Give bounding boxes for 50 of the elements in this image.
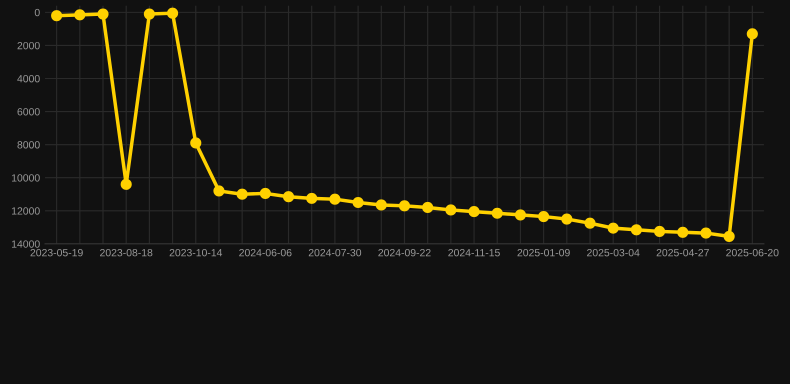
point [746, 28, 758, 40]
point [190, 137, 202, 149]
point [329, 194, 340, 205]
x-tick-label: 2024-09-22 [378, 248, 431, 256]
y-tick-label: 12000 [12, 207, 40, 215]
point [445, 204, 456, 216]
x-tick-label: 2025-03-04 [587, 248, 640, 256]
y-tick-label: 0 [34, 8, 40, 16]
point [492, 208, 503, 219]
point [538, 211, 550, 222]
point [236, 188, 248, 200]
x-tick-label: 2023-10-14 [170, 248, 222, 256]
y-tick-label: 10000 [12, 174, 40, 182]
y-tick-label: 6000 [18, 108, 40, 116]
point [352, 196, 364, 208]
x-tick-label: 2025-01-09 [518, 248, 570, 256]
point [376, 199, 387, 211]
point [282, 191, 294, 202]
point [422, 202, 434, 214]
y-tick-label: 2000 [18, 42, 40, 50]
point [74, 9, 86, 20]
point [724, 230, 735, 242]
point [608, 222, 619, 234]
point [120, 178, 132, 190]
point [561, 213, 572, 225]
point [398, 200, 410, 212]
x-tick-label: 2024-11-15 [448, 248, 500, 256]
x-tick-label: 2023-08-18 [100, 248, 152, 256]
point [97, 8, 109, 20]
point [630, 224, 642, 236]
y-tick-label: 14000 [12, 240, 40, 248]
x-tick-label: 2025-06-20 [726, 248, 779, 256]
point [654, 226, 666, 237]
x-tick-label: 2024-06-06 [239, 248, 292, 256]
point [677, 226, 688, 238]
y-tick-label: 4000 [17, 75, 40, 82]
point [468, 206, 480, 218]
x-tick-label: 2025-04-27 [656, 248, 709, 256]
point [51, 10, 62, 22]
point [213, 185, 225, 196]
point [167, 8, 178, 19]
point [306, 192, 318, 204]
point [700, 228, 712, 239]
point [514, 209, 526, 220]
y-tick-label: 8000 [17, 141, 40, 149]
point [144, 8, 155, 20]
point [260, 188, 271, 199]
x-tick-label: 2023-05-19 [30, 248, 83, 256]
point [584, 218, 596, 229]
x-tick-label: 2024-07-30 [308, 248, 362, 256]
